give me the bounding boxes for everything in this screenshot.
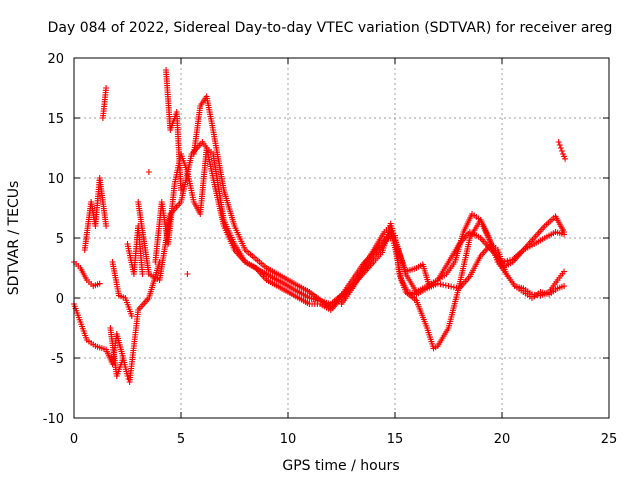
y-tick-label: 10 [47,172,64,187]
data-point [128,313,135,319]
data-point [178,187,184,193]
tick-labels-layer: 0 5 10 15 20 25 -10 -5 0 5 10 15 20 [43,52,618,447]
x-tick-label: 5 [177,432,185,447]
data-point [96,280,103,287]
data-point [445,283,452,289]
data-point [184,271,191,277]
data-point [557,145,564,151]
y-axis-label: SDTVAR / TECUs [6,181,22,296]
chart-title: Day 084 of 2022, Sidereal Day-to-day VTE… [48,20,613,36]
x-tick-label: 0 [70,432,78,447]
data-point [103,85,110,91]
y-tick-label: -10 [43,412,64,427]
series-track-3 [81,145,568,379]
data-point [561,268,568,275]
trail-marker [450,284,457,291]
data-point [561,283,568,289]
data-point [555,139,562,145]
series-track-4 [338,139,569,307]
series-track-1 [71,85,568,319]
data-points-layer [71,67,569,385]
y-tick-label: 0 [56,292,64,307]
trail-marker [437,281,444,288]
x-tick-label: 25 [601,432,618,447]
y-tick-label: 5 [56,232,64,247]
trail-marker [448,283,455,290]
data-point [103,223,110,229]
series-track-2 [71,67,568,385]
data-point [561,229,568,235]
x-tick-label: 20 [494,432,511,447]
trail-marker [504,257,511,264]
x-tick-label: 10 [280,432,297,447]
y-tick-label: 20 [47,52,64,67]
trail-marker [558,148,565,154]
data-point [434,280,441,287]
y-tick-label: -5 [51,352,64,367]
trail-marker [442,282,449,289]
trail-marker [453,284,460,291]
trail-marker [556,142,563,148]
data-point [139,271,146,277]
grid-layer [74,58,609,418]
trail-marker [440,281,447,288]
data-point [120,355,127,361]
x-axis-label: GPS time / hours [282,458,399,474]
data-point [562,155,569,162]
data-point [145,169,152,175]
x-tick-label: 15 [387,432,404,447]
y-tick-label: 15 [47,112,64,127]
